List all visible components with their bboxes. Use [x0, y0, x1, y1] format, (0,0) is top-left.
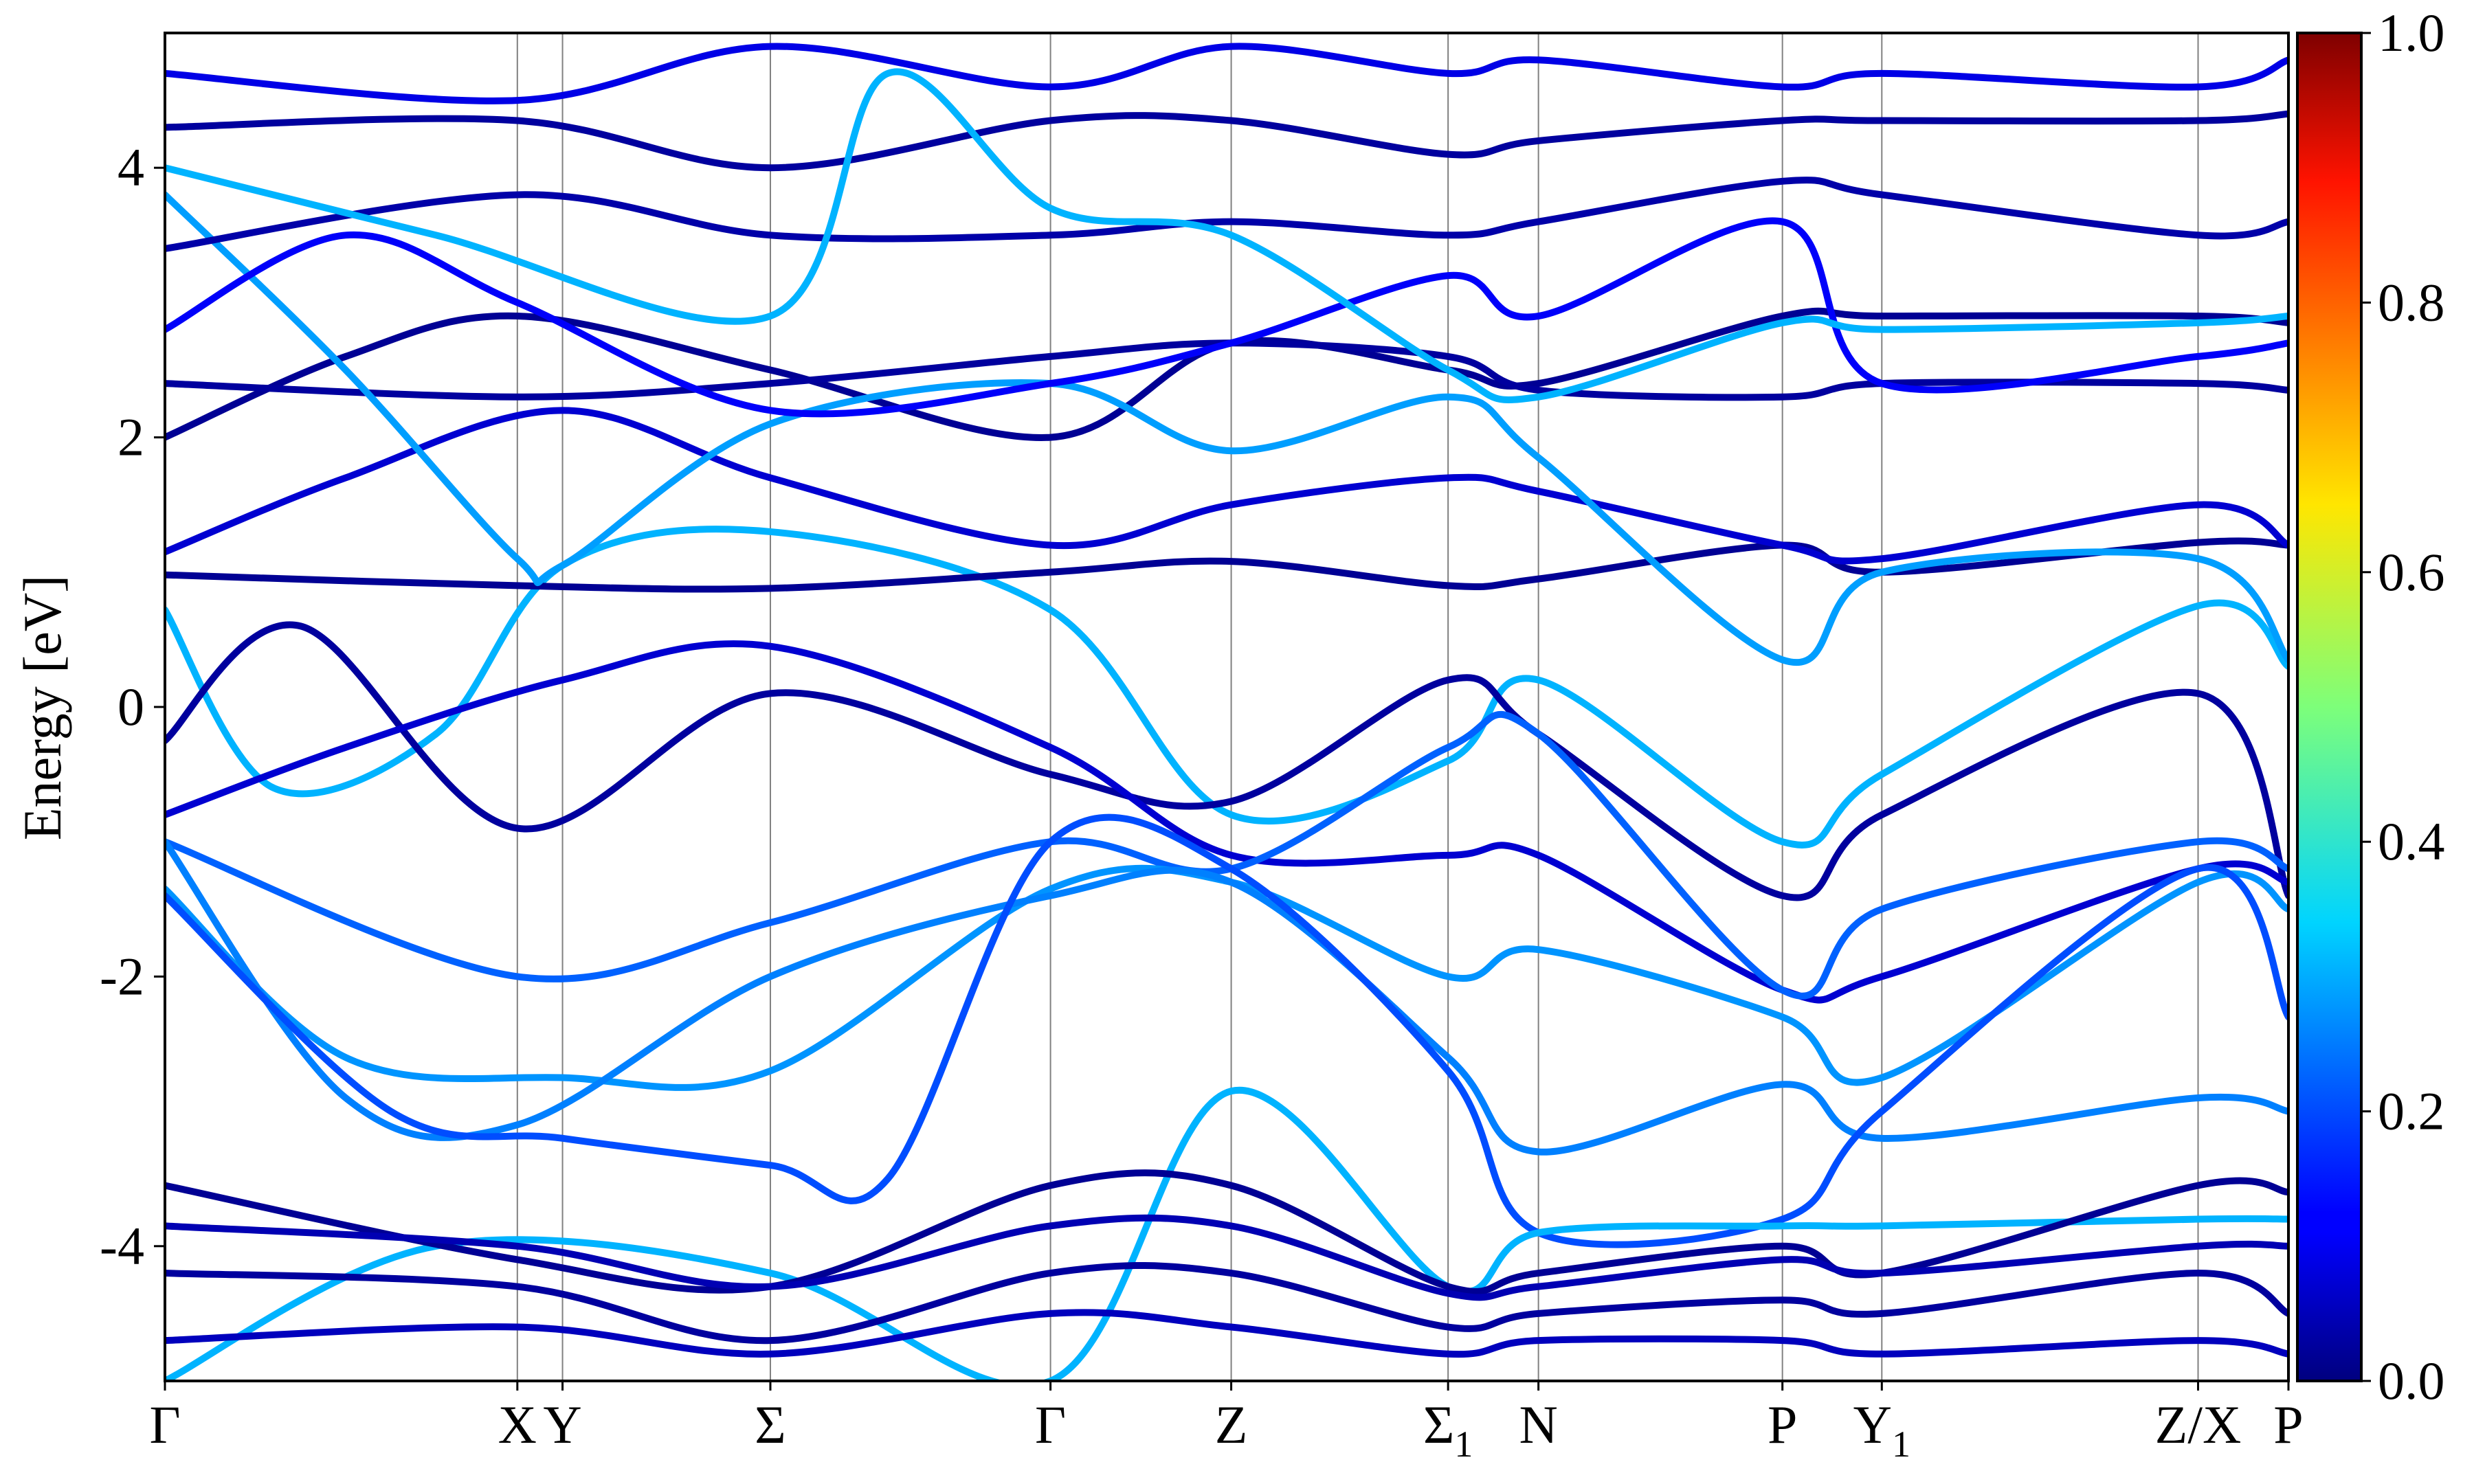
band-line	[165, 217, 2288, 418]
colorbar-tick-label: 0.6	[2378, 542, 2445, 602]
band-line	[165, 1086, 2288, 1381]
colorbar-ticks: 0.0 0.2 0.4 0.6 0.8 1.0	[2361, 3, 2445, 1410]
band-line	[165, 43, 2288, 104]
colorbar-tick-label: 0.0	[2378, 1351, 2445, 1410]
band-line	[165, 838, 2288, 1156]
band-line	[165, 191, 2288, 666]
band-line	[165, 813, 2288, 1248]
band-line	[165, 526, 2288, 848]
x-tick-label: Σ1	[1423, 1395, 1473, 1465]
band-line	[165, 710, 2288, 1000]
band-line	[165, 1214, 2288, 1301]
high-symmetry-lines	[516, 33, 2199, 1381]
colorbar: 0.0 0.2 0.4 0.6 0.8 1.0	[2296, 3, 2445, 1410]
x-tick-label: Γ	[1035, 1395, 1066, 1454]
band-line	[165, 110, 2288, 172]
y-axis-title: Energy [eV]	[12, 575, 72, 840]
band-line	[165, 68, 2288, 403]
y-tick-label: 4	[118, 137, 144, 197]
y-axis: 4 2 0 -2 -4	[100, 137, 165, 1276]
band-line	[165, 1261, 2288, 1345]
band-line	[165, 1169, 2288, 1295]
colorbar-tick-label: 1.0	[2378, 3, 2445, 63]
band-line	[165, 177, 2288, 252]
colorbar-gradient	[2296, 32, 2363, 1382]
x-tick-label: N	[1519, 1395, 1557, 1454]
x-tick-label: P	[1768, 1395, 1797, 1454]
band-line	[165, 1309, 2288, 1358]
x-tick-label: Γ	[149, 1395, 180, 1454]
band-line	[165, 407, 2288, 565]
band-line	[165, 339, 2288, 401]
band-line	[165, 621, 2288, 901]
x-axis: Γ X Y Σ Γ Z Σ1 N P Y1 Z/X P	[149, 1381, 2304, 1465]
x-tick-label: Y	[543, 1395, 581, 1454]
colorbar-tick-label: 0.4	[2378, 811, 2445, 871]
band-line	[165, 537, 2288, 593]
band-lines	[165, 43, 2288, 1381]
y-tick-label: 0	[118, 677, 144, 737]
x-tick-label: Y1	[1853, 1395, 1910, 1465]
band-line	[165, 864, 2288, 1091]
band-line	[165, 640, 2288, 1004]
x-tick-label: X	[498, 1395, 537, 1454]
colorbar-tick-label: 0.8	[2378, 272, 2445, 332]
colorbar-tick-label: 0.2	[2378, 1081, 2445, 1141]
x-tick-label: Z/X	[2155, 1395, 2242, 1454]
x-tick-label: Z	[1215, 1395, 1248, 1454]
y-tick-label: -2	[100, 946, 144, 1006]
y-tick-label: 2	[118, 407, 144, 467]
y-tick-label: -4	[100, 1216, 144, 1276]
x-tick-label: Σ	[755, 1395, 785, 1454]
x-tick-label: P	[2273, 1395, 2303, 1454]
